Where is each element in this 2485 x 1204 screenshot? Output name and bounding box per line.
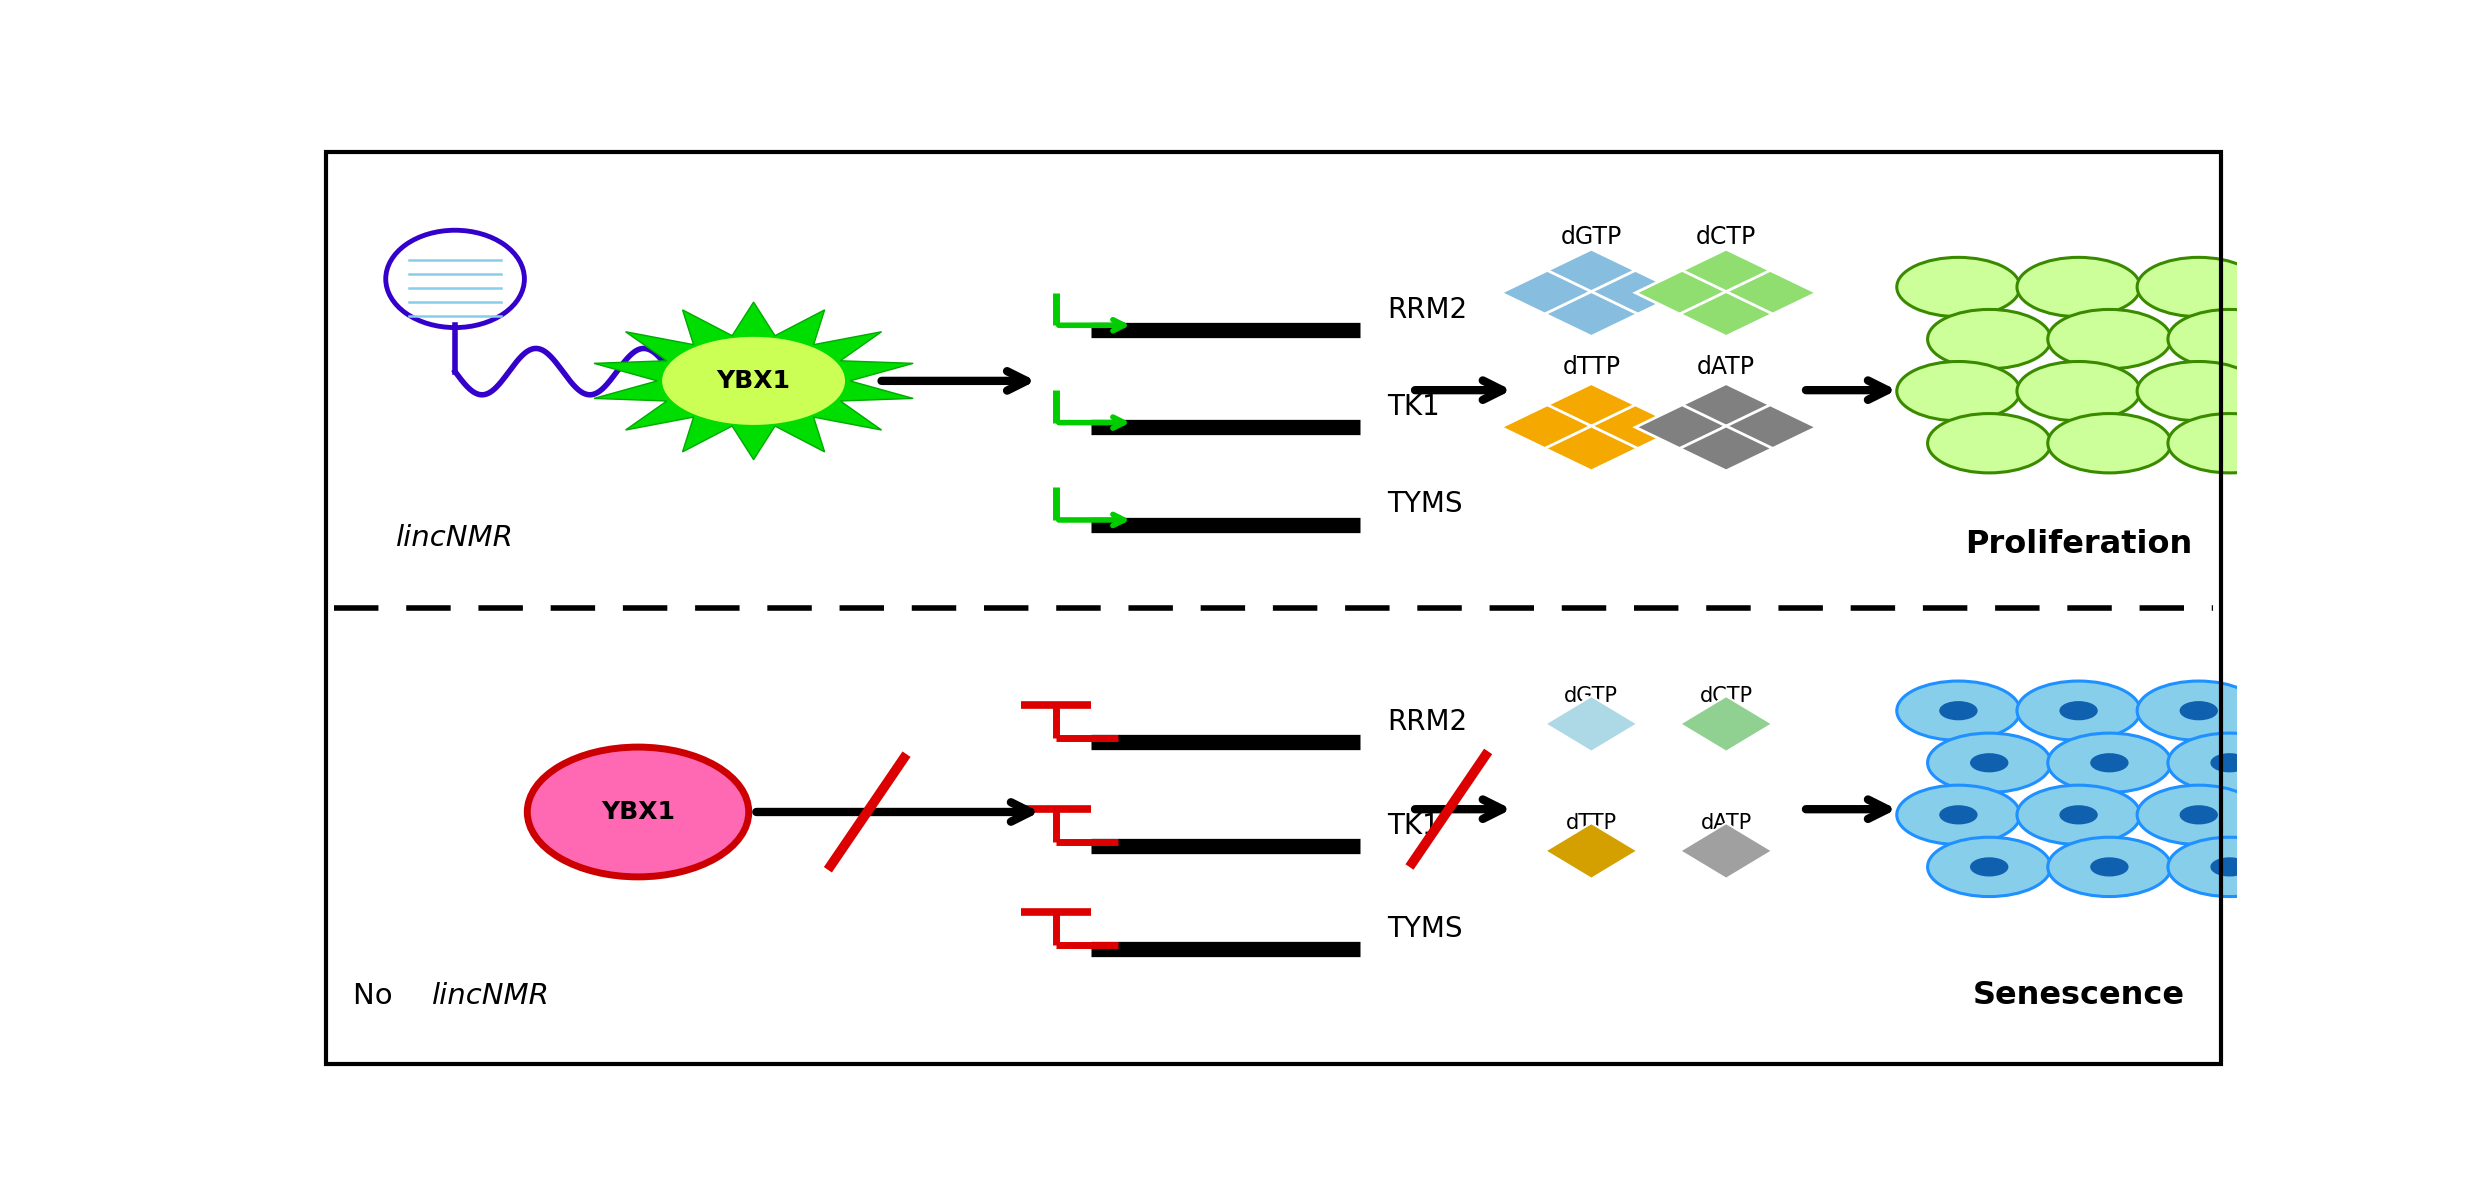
Circle shape — [2167, 309, 2291, 368]
Circle shape — [1928, 309, 2050, 368]
Ellipse shape — [385, 230, 524, 327]
Text: dGTP: dGTP — [1566, 686, 1618, 706]
Circle shape — [1896, 361, 2020, 421]
Polygon shape — [1680, 696, 1772, 751]
Text: TK1: TK1 — [1387, 393, 1439, 421]
Text: dCTP: dCTP — [1700, 686, 1752, 706]
Circle shape — [1941, 805, 1978, 824]
Polygon shape — [1588, 271, 1682, 315]
Polygon shape — [1546, 249, 1638, 294]
Polygon shape — [1725, 405, 1817, 449]
Circle shape — [2167, 733, 2291, 792]
Circle shape — [2060, 805, 2097, 824]
Circle shape — [2090, 858, 2127, 875]
Text: RRM2: RRM2 — [1387, 708, 1466, 736]
Text: YBX1: YBX1 — [716, 368, 790, 393]
Polygon shape — [1680, 291, 1772, 336]
Text: lincNMR: lincNMR — [395, 525, 514, 553]
Circle shape — [2018, 681, 2140, 740]
Circle shape — [2212, 754, 2249, 772]
Polygon shape — [1501, 405, 1593, 449]
Circle shape — [2048, 309, 2172, 368]
Polygon shape — [1546, 824, 1638, 879]
Circle shape — [2167, 413, 2291, 473]
Circle shape — [2179, 805, 2217, 824]
Text: dCTP: dCTP — [1697, 225, 1757, 249]
Ellipse shape — [527, 746, 748, 877]
Circle shape — [2048, 413, 2172, 473]
Polygon shape — [1680, 824, 1772, 879]
Circle shape — [1971, 858, 2008, 875]
Polygon shape — [1680, 426, 1772, 471]
Circle shape — [2137, 681, 2261, 740]
Circle shape — [2048, 837, 2172, 897]
Text: dTTP: dTTP — [1566, 813, 1618, 833]
Circle shape — [1971, 754, 2008, 772]
Text: dTTP: dTTP — [1563, 355, 1620, 379]
Polygon shape — [1635, 405, 1730, 449]
Text: TK1: TK1 — [1387, 811, 1439, 840]
Polygon shape — [594, 302, 912, 460]
Polygon shape — [1546, 696, 1638, 751]
Polygon shape — [1635, 271, 1730, 315]
Polygon shape — [1680, 249, 1772, 294]
Text: lincNMR: lincNMR — [432, 981, 549, 1009]
Text: YBX1: YBX1 — [601, 799, 676, 824]
Text: TYMS: TYMS — [1387, 490, 1464, 518]
Circle shape — [1928, 733, 2050, 792]
Text: No: No — [353, 981, 403, 1009]
Polygon shape — [1546, 291, 1638, 336]
Circle shape — [2090, 754, 2127, 772]
Circle shape — [2137, 361, 2261, 421]
Circle shape — [2137, 258, 2261, 317]
Circle shape — [2048, 733, 2172, 792]
Circle shape — [1941, 702, 1978, 720]
Text: RRM2: RRM2 — [1387, 295, 1466, 324]
Circle shape — [2018, 361, 2140, 421]
Circle shape — [2018, 785, 2140, 844]
Text: TYMS: TYMS — [1387, 915, 1464, 943]
Polygon shape — [1588, 405, 1682, 449]
Circle shape — [1896, 785, 2020, 844]
Text: dATP: dATP — [1697, 355, 1754, 379]
Polygon shape — [1501, 271, 1593, 315]
Text: Proliferation: Proliferation — [1966, 530, 2192, 561]
Circle shape — [2212, 858, 2249, 875]
Circle shape — [1928, 837, 2050, 897]
Circle shape — [2018, 258, 2140, 317]
Text: dGTP: dGTP — [1561, 225, 1623, 249]
Circle shape — [2167, 837, 2291, 897]
Circle shape — [1896, 258, 2020, 317]
Circle shape — [2060, 702, 2097, 720]
Circle shape — [2179, 702, 2217, 720]
Text: Senescence: Senescence — [1973, 980, 2184, 1011]
Circle shape — [1896, 681, 2020, 740]
Circle shape — [2137, 785, 2261, 844]
Polygon shape — [1725, 271, 1817, 315]
Polygon shape — [1680, 384, 1772, 429]
Circle shape — [1928, 413, 2050, 473]
Circle shape — [661, 337, 845, 425]
Polygon shape — [1546, 426, 1638, 471]
Text: dATP: dATP — [1700, 813, 1752, 833]
Polygon shape — [1546, 384, 1638, 429]
